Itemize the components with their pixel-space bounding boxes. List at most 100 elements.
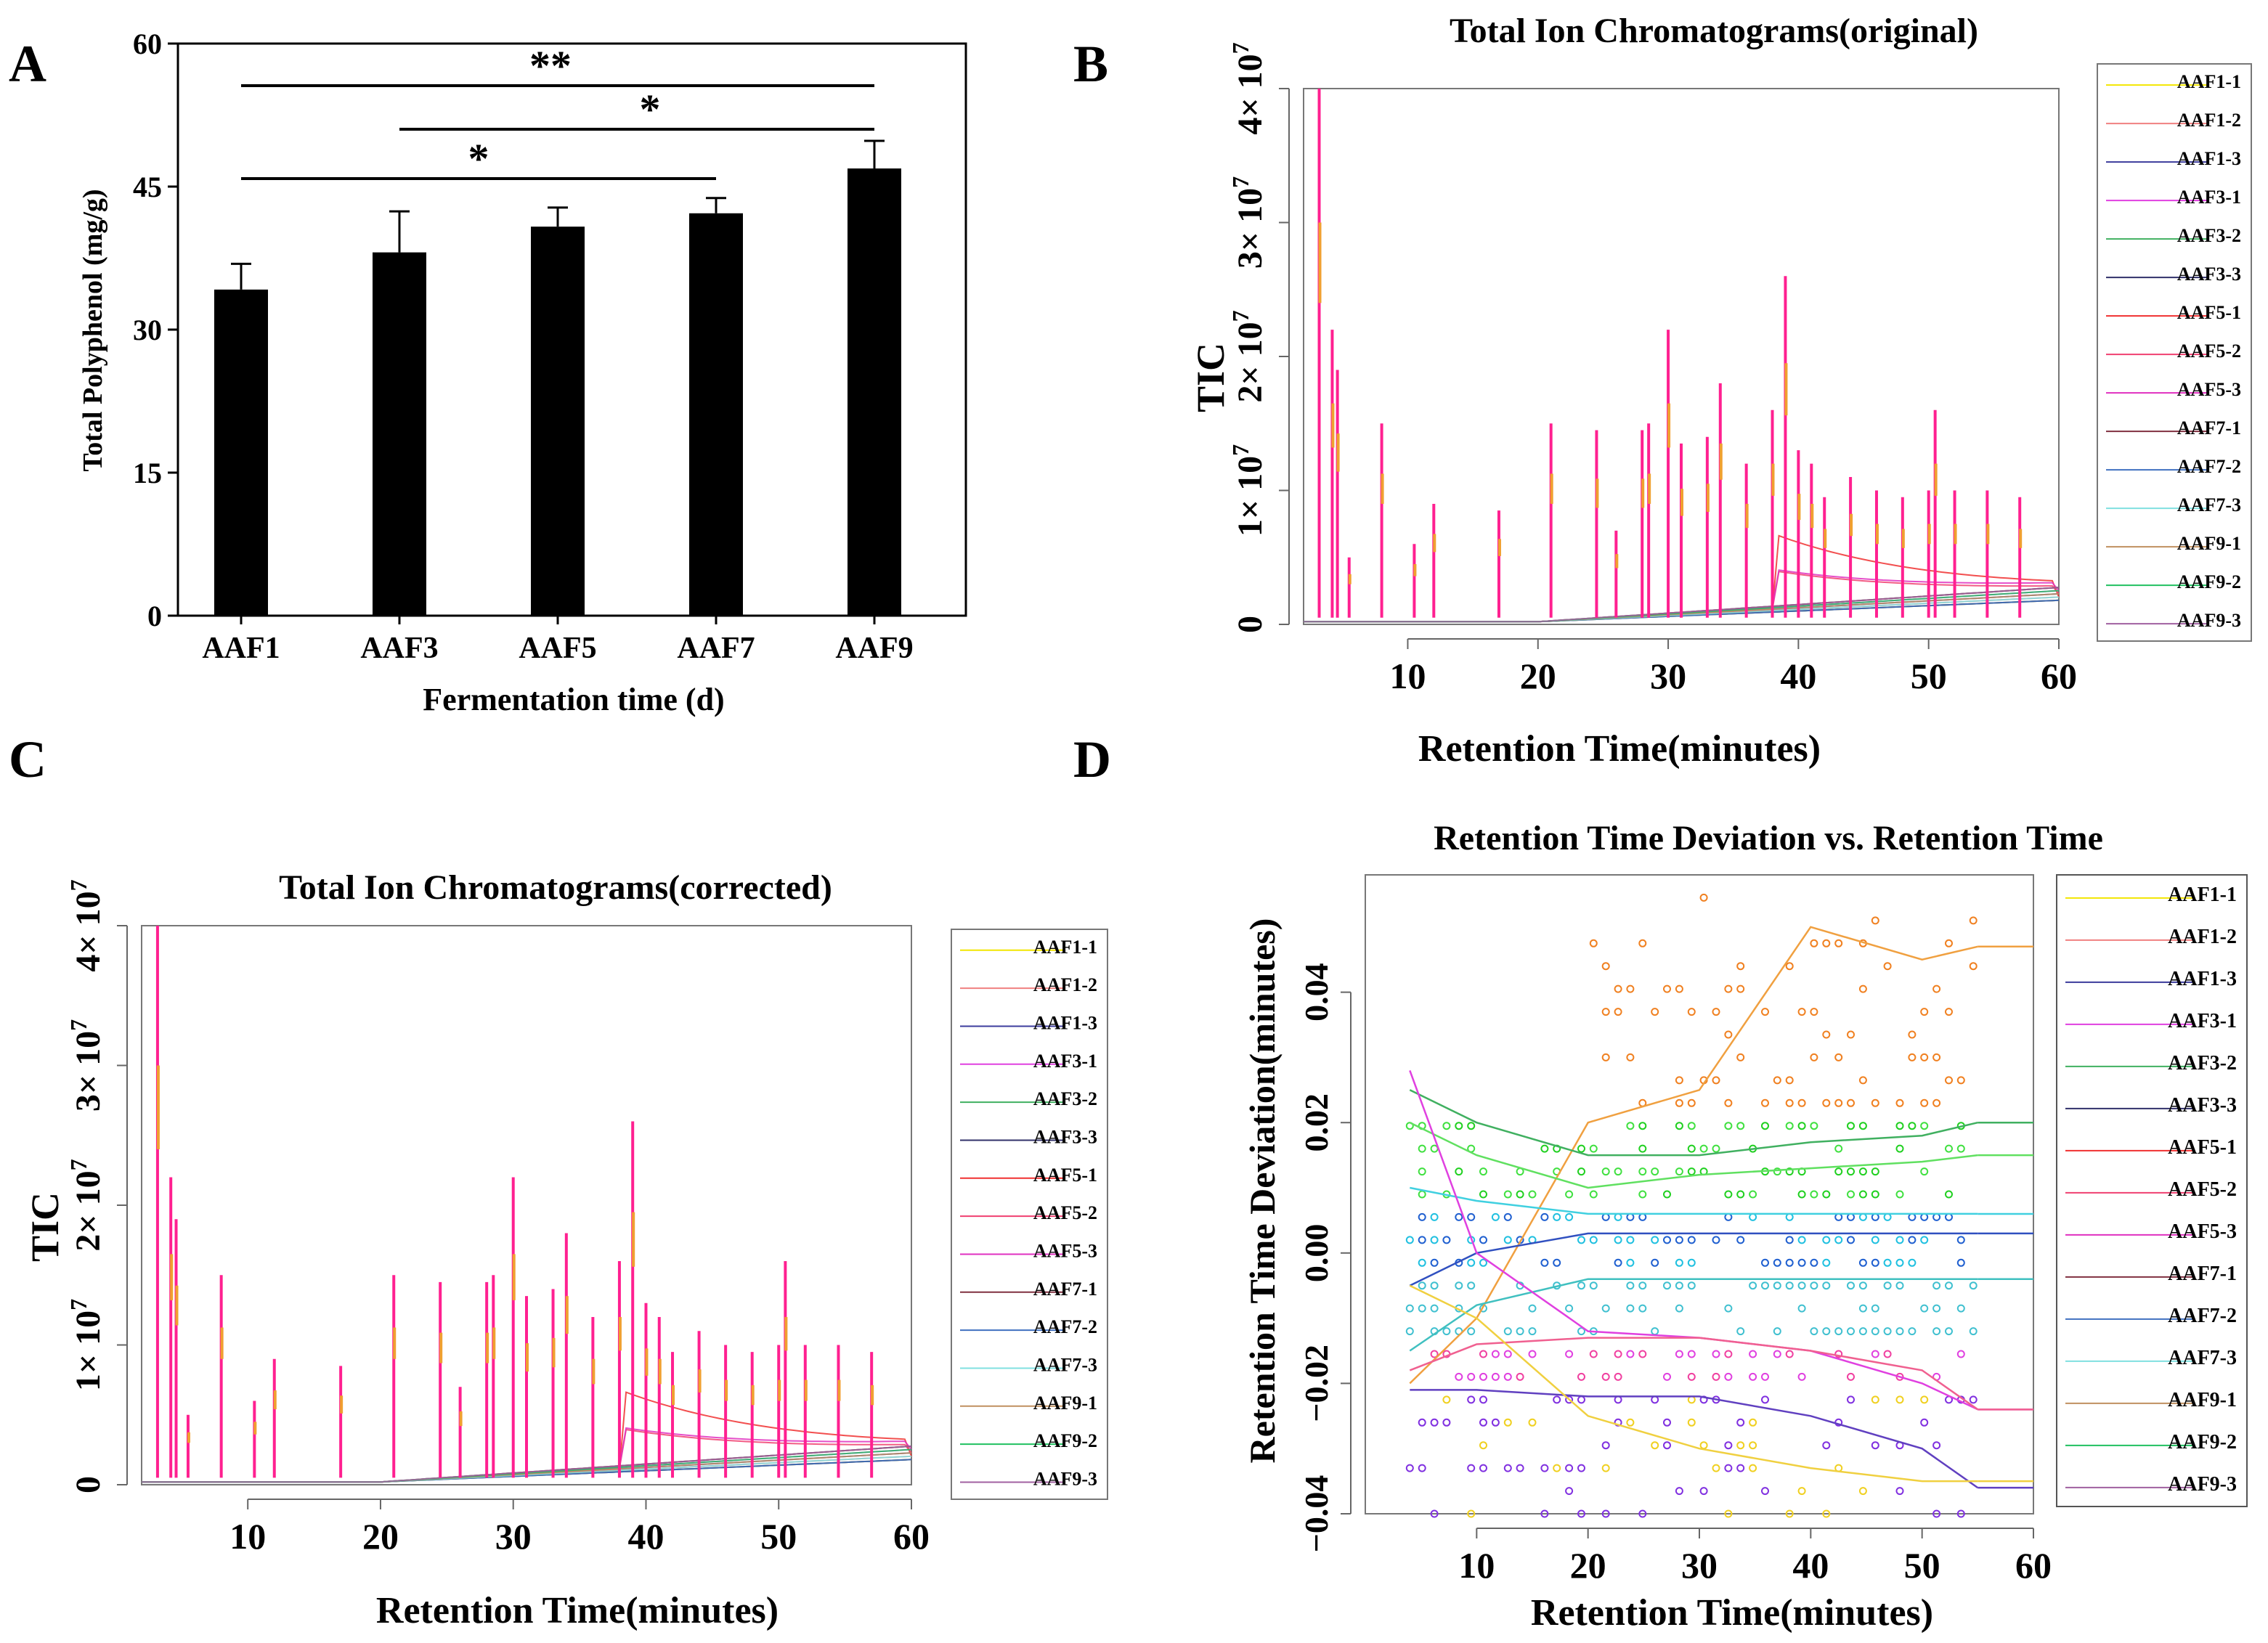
d-scatter-point bbox=[1540, 1258, 1549, 1267]
b-legend-label: AAF5-3 bbox=[2177, 379, 2241, 400]
d-scatter-point bbox=[1969, 962, 1978, 971]
d-y-tick-label: 0.00 bbox=[1298, 1224, 1335, 1283]
d-scatter-point bbox=[1920, 1395, 1929, 1404]
d-scatter-point bbox=[1858, 1167, 1867, 1176]
a-y-tick-label: 0 bbox=[147, 600, 162, 632]
d-x-tick-label: 20 bbox=[1570, 1545, 1606, 1586]
d-scatter-point bbox=[1405, 1304, 1414, 1313]
d-scatter-point bbox=[1503, 1464, 1512, 1472]
d-y-tick-label: −0.02 bbox=[1298, 1345, 1335, 1422]
d-scatter-point bbox=[1969, 1281, 1978, 1290]
d-scatter-point bbox=[1491, 1350, 1500, 1358]
d-scatter-point bbox=[1883, 1350, 1892, 1358]
d-scatter-point bbox=[1479, 1464, 1487, 1472]
c-legend-label: AAF1-3 bbox=[1033, 1012, 1097, 1033]
b-plot-frame bbox=[1303, 88, 2060, 625]
d-scatter-point bbox=[1858, 984, 1867, 993]
d-scatter-point bbox=[1969, 916, 1978, 925]
d-scatter-point bbox=[1785, 1281, 1794, 1290]
b-legend-label: AAF1-2 bbox=[2177, 110, 2241, 131]
d-legend-label: AAF3-1 bbox=[2168, 1010, 2237, 1032]
d-scatter-point bbox=[1565, 1190, 1574, 1199]
panel-label-b: B bbox=[1073, 35, 1108, 93]
d-scatter-point bbox=[1577, 1144, 1585, 1153]
d-scatter-point bbox=[1589, 1190, 1598, 1199]
d-scatter-point bbox=[1822, 1236, 1831, 1244]
panel-label-a: A bbox=[9, 35, 46, 93]
d-scatter-point bbox=[1761, 1395, 1769, 1404]
d-legend-label: AAF7-2 bbox=[2168, 1305, 2237, 1327]
a-bar bbox=[689, 213, 743, 616]
d-scatter-point bbox=[1810, 939, 1818, 947]
panel-b-chromatogram: Total Ion Chromatograms(original) 0 1× 10… bbox=[1189, 12, 2252, 770]
d-title: Retention Time Deviation vs. Retention T… bbox=[1434, 819, 2103, 857]
panel-c-chromatogram: Total Ion Chromatograms(corrected) 0 1× 1… bbox=[23, 868, 1108, 1631]
d-scatter-point bbox=[1675, 1258, 1683, 1267]
d-scatter-point bbox=[1528, 1418, 1537, 1427]
c-legend-label: AAF3-2 bbox=[1033, 1088, 1097, 1109]
d-scatter-point bbox=[1687, 1281, 1696, 1290]
d-scatter-point bbox=[1663, 1372, 1671, 1381]
d-scatter-point bbox=[1687, 1350, 1696, 1358]
d-scatter-point bbox=[1712, 1076, 1720, 1085]
c-legend-label: AAF3-1 bbox=[1033, 1051, 1097, 1072]
d-scatter-point bbox=[1920, 1122, 1929, 1130]
d-scatter-point bbox=[1675, 1281, 1683, 1290]
d-scatter-point bbox=[1467, 1122, 1476, 1130]
c-legend-label: AAF3-3 bbox=[1033, 1126, 1097, 1147]
d-scatter-point bbox=[1810, 1008, 1818, 1016]
b-title: Total Ion Chromatograms(original) bbox=[1450, 12, 1978, 50]
d-trend-line bbox=[1409, 1337, 1979, 1411]
d-scatter-point bbox=[1467, 1372, 1476, 1381]
c-legend-label: AAF9-1 bbox=[1033, 1393, 1097, 1414]
d-legend-label: AAF9-3 bbox=[2168, 1473, 2237, 1496]
d-scatter-point bbox=[1956, 1258, 1965, 1267]
c-x-tick-label: 30 bbox=[495, 1516, 532, 1557]
d-scatter-point bbox=[1920, 1053, 1929, 1061]
d-scatter-point bbox=[1467, 1281, 1476, 1290]
c-legend-label: AAF9-2 bbox=[1033, 1430, 1097, 1451]
d-scatter-point bbox=[1528, 1304, 1537, 1313]
d-scatter-point bbox=[1540, 1464, 1549, 1472]
d-scatter-point bbox=[1455, 1212, 1463, 1221]
d-scatter-point bbox=[1785, 1212, 1794, 1221]
d-scatter-point bbox=[1773, 1076, 1781, 1085]
d-scatter-point bbox=[1601, 1464, 1610, 1472]
d-scatter-point bbox=[1847, 1098, 1855, 1107]
d-scatter-point bbox=[1614, 1418, 1622, 1427]
d-scatter-point bbox=[1908, 1053, 1917, 1061]
d-scatter-point bbox=[1503, 1190, 1512, 1199]
d-scatter-point bbox=[1614, 1212, 1622, 1221]
d-scatter-point bbox=[1847, 1372, 1855, 1381]
d-scatter-point bbox=[1516, 1327, 1524, 1336]
b-legend-label: AAF9-2 bbox=[2177, 571, 2241, 592]
d-scatter-point bbox=[1773, 1350, 1781, 1358]
d-scatter-point bbox=[1847, 1167, 1855, 1176]
d-scatter-point bbox=[1858, 1076, 1867, 1085]
d-scatter-point bbox=[1785, 1122, 1794, 1130]
c-y-tick-exponent: 7 bbox=[65, 879, 92, 891]
d-scatter-point bbox=[1724, 1098, 1733, 1107]
c-plot-frame bbox=[141, 925, 912, 1485]
d-scatter-point bbox=[1687, 1395, 1696, 1404]
d-scatter-point bbox=[1479, 1167, 1487, 1176]
d-scatter-point bbox=[1675, 1167, 1683, 1176]
d-scatter-point bbox=[1430, 1418, 1439, 1427]
c-legend-label: AAF1-1 bbox=[1033, 937, 1097, 958]
d-scatter-point bbox=[1883, 962, 1892, 971]
d-scatter-point bbox=[1479, 1441, 1487, 1450]
d-scatter-point bbox=[1858, 1487, 1867, 1496]
d-scatter-point bbox=[1553, 1395, 1561, 1404]
d-scatter-point bbox=[1797, 1190, 1806, 1199]
b-legend-label: AAF7-2 bbox=[2177, 456, 2241, 477]
d-scatter-point bbox=[1797, 1236, 1806, 1244]
d-scatter-point bbox=[1418, 1281, 1426, 1290]
d-scatter-point bbox=[1638, 1167, 1647, 1176]
d-scatter-point bbox=[1773, 1167, 1781, 1176]
d-scatter-point bbox=[1749, 1464, 1757, 1472]
b-x-tick-label: 20 bbox=[1520, 656, 1556, 696]
d-scatter-point bbox=[1724, 1372, 1733, 1381]
d-legend-label: AAF7-1 bbox=[2168, 1263, 2237, 1285]
d-scatter-point bbox=[1724, 1304, 1733, 1313]
a-bar bbox=[848, 168, 901, 616]
